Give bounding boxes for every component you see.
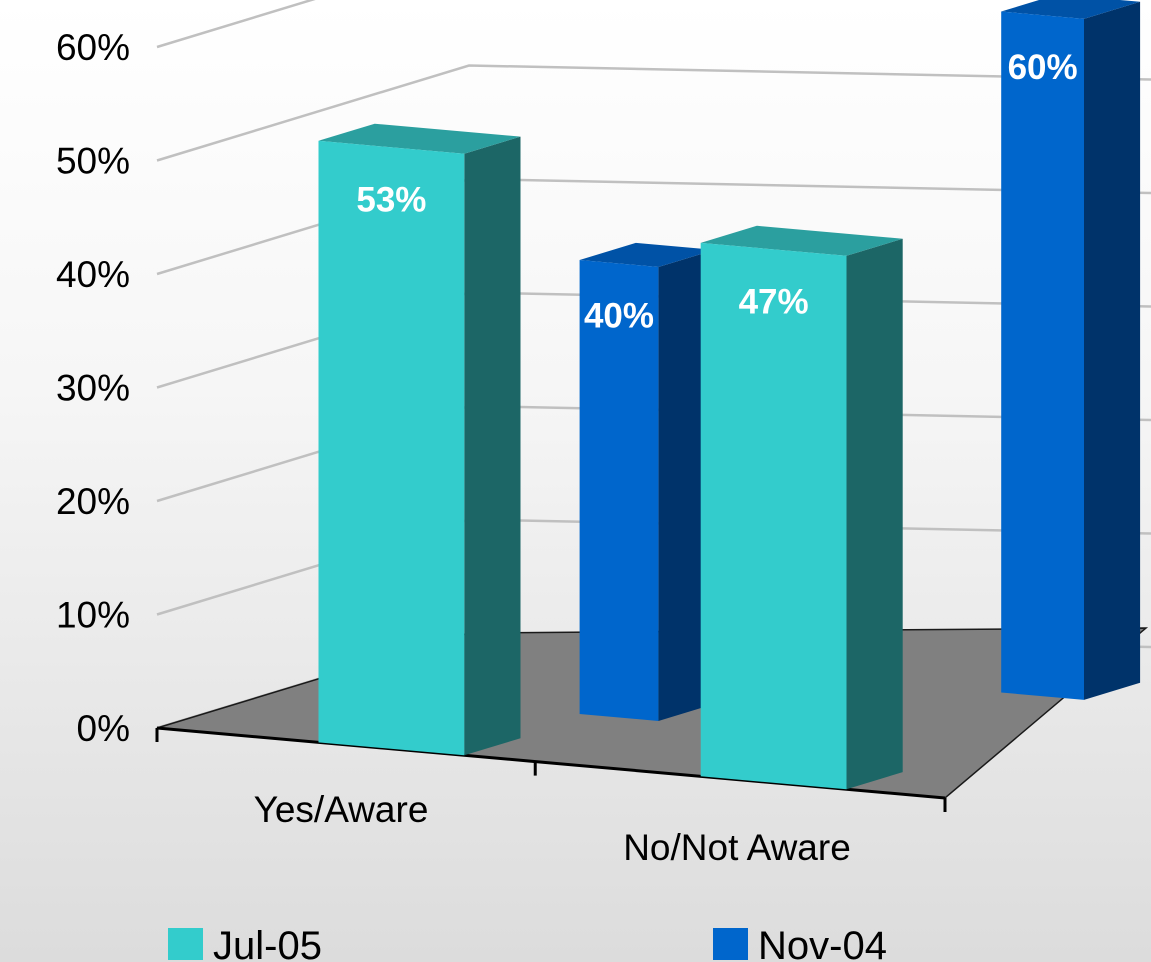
legend-label-0: Jul-05 [213, 924, 322, 962]
bar-0-1 [700, 225, 903, 790]
data-label-0-0: 53% [356, 180, 426, 219]
y-tick-label-1: 10% [56, 595, 130, 636]
legend-label-1: Nov-04 [758, 924, 887, 962]
y-tick-label-0: 0% [77, 708, 130, 749]
bar-1-1 [1001, 0, 1141, 700]
y-tick-label-3: 30% [56, 368, 130, 409]
y-tick-label-5: 50% [56, 141, 130, 182]
gridline-6 [156, 0, 316, 49]
legend-swatch-0 [168, 928, 203, 960]
gridline-5 [156, 64, 1151, 162]
bar-side-0-0 [464, 136, 521, 756]
bar-side-0-1 [846, 238, 903, 790]
bar-front-0-1 [700, 242, 847, 790]
y-tick-label-2: 20% [56, 481, 130, 522]
legend-swatch-1 [713, 928, 748, 960]
bar-top-0-0 [318, 123, 521, 154]
legend-item-0: Jul-05 [168, 924, 322, 962]
bar-0-0 [318, 123, 521, 756]
y-tick-label-6: 60% [56, 27, 130, 68]
bar-front-1-0 [579, 260, 659, 721]
y-tick-label-4: 40% [56, 254, 130, 295]
bar-layer [318, 0, 1141, 790]
axis-layer: 0% 10% 20% 30% 40% 50% 60% Yes/Aware No/Not Awar… [56, 27, 947, 868]
label-layer: 40% 60% 53% 47% [356, 48, 1077, 335]
bar-top-1-0 [579, 242, 715, 267]
bar-front-1-1 [1001, 11, 1084, 700]
bar-1-0 [579, 242, 715, 721]
legend-layer: Jul-05 Nov-04 [168, 924, 887, 962]
bar-front-0-0 [318, 140, 465, 756]
bar-side-1-0 [658, 249, 715, 721]
bar-side-1-1 [1084, 1, 1141, 700]
data-label-1-1: 60% [1008, 48, 1078, 87]
legend-item-1: Nov-04 [713, 924, 887, 962]
bar-top-0-1 [700, 225, 903, 256]
category-label-0: Yes/Aware [254, 789, 429, 830]
data-label-1-0: 40% [584, 297, 654, 336]
data-label-0-1: 47% [739, 282, 809, 321]
category-label-1: No/Not Aware [623, 827, 851, 868]
bar-top-1-1 [1001, 0, 1141, 19]
